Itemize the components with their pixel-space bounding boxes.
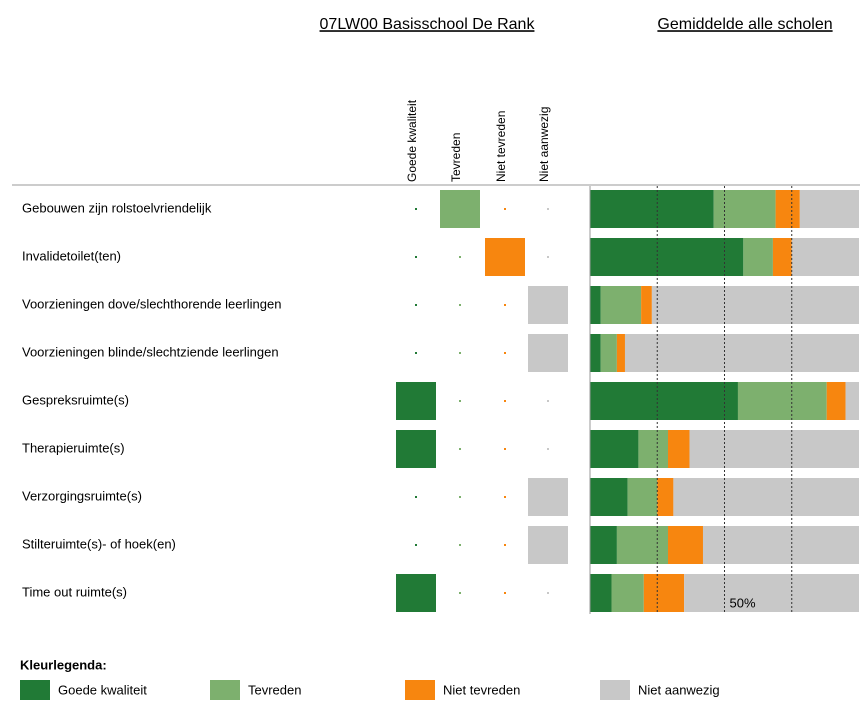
school-rating <box>528 478 568 516</box>
bar-segment <box>673 478 859 516</box>
legend-swatch <box>600 680 630 700</box>
bar-segment <box>600 334 617 372</box>
legend-swatch <box>20 680 50 700</box>
bar-segment <box>737 382 827 420</box>
school-dot <box>504 208 506 210</box>
school-dot <box>504 448 506 450</box>
bar-segment <box>627 478 658 516</box>
bar-segment <box>657 478 674 516</box>
row-label: Voorzieningen blinde/slechtziende leerli… <box>22 344 279 359</box>
row-label: Invalidetoilet(ten) <box>22 248 121 263</box>
row-label: Gespreksruimte(s) <box>22 392 129 407</box>
average-title: Gemiddelde alle scholen <box>657 16 832 33</box>
bar-segment <box>590 478 628 516</box>
school-dot <box>459 592 461 594</box>
bar-segment <box>668 430 690 468</box>
school-dot <box>459 352 461 354</box>
bar-segment <box>702 526 859 564</box>
school-title: 07LW00 Basisschool De Rank <box>320 16 536 33</box>
bar-segment <box>590 334 601 372</box>
x-tick-label: 50% <box>730 595 756 610</box>
school-dot <box>459 544 461 546</box>
school-rating <box>485 238 525 276</box>
column-header: Tevreden <box>449 133 463 182</box>
school-dot <box>415 256 417 258</box>
bar-segment <box>684 574 859 612</box>
school-dot <box>415 208 417 210</box>
bar-segment <box>590 190 714 228</box>
school-dot <box>504 352 506 354</box>
legend-title: Kleurlegenda: <box>20 657 107 672</box>
bar-segment <box>791 238 859 276</box>
bar-segment <box>590 430 639 468</box>
bar-segment <box>668 526 703 564</box>
school-dot <box>415 544 417 546</box>
school-rating <box>396 574 436 612</box>
school-dot <box>415 352 417 354</box>
row-label: Verzorgingsruimte(s) <box>22 488 142 503</box>
column-header: Niet aanwezig <box>537 107 551 182</box>
row-label: Therapieruimte(s) <box>22 440 125 455</box>
school-rating <box>440 190 480 228</box>
school-dot <box>459 496 461 498</box>
school-dot <box>415 496 417 498</box>
bar-segment <box>590 238 744 276</box>
column-header: Goede kwaliteit <box>405 99 419 182</box>
bar-segment <box>772 238 792 276</box>
bar-segment <box>641 286 652 324</box>
bar-segment <box>616 526 669 564</box>
school-dot <box>547 592 549 594</box>
school-dot <box>459 256 461 258</box>
bar-segment <box>743 238 773 276</box>
school-rating <box>396 382 436 420</box>
bar-segment <box>689 430 859 468</box>
bar-segment <box>590 382 738 420</box>
bar-segment <box>590 574 612 612</box>
school-dot <box>459 304 461 306</box>
school-dot <box>504 304 506 306</box>
column-header: Niet tevreden <box>494 111 508 182</box>
legend-label: Niet tevreden <box>443 682 520 697</box>
school-rating <box>528 286 568 324</box>
bar-segment <box>643 574 685 612</box>
legend-label: Tevreden <box>248 682 301 697</box>
school-dot <box>459 400 461 402</box>
bar-segment <box>611 574 644 612</box>
school-dot <box>504 592 506 594</box>
row-label: Gebouwen zijn rolstoelvriendelijk <box>22 200 212 215</box>
school-dot <box>547 400 549 402</box>
bar-segment <box>600 286 642 324</box>
bar-segment <box>624 334 859 372</box>
bar-segment <box>845 382 859 420</box>
school-dot <box>504 496 506 498</box>
bar-segment <box>638 430 669 468</box>
school-rating <box>528 334 568 372</box>
legend-label: Goede kwaliteit <box>58 682 147 697</box>
school-dot <box>459 448 461 450</box>
bar-segment <box>616 334 625 372</box>
legend-swatch <box>405 680 435 700</box>
bar-segment <box>799 190 859 228</box>
legend-swatch <box>210 680 240 700</box>
bar-segment <box>651 286 859 324</box>
legend-label: Niet aanwezig <box>638 682 720 697</box>
bar-segment <box>590 526 617 564</box>
bar-segment <box>826 382 846 420</box>
school-dot <box>547 256 549 258</box>
school-dot <box>504 400 506 402</box>
school-dot <box>547 448 549 450</box>
row-label: Voorzieningen dove/slechthorende leerlin… <box>22 296 281 311</box>
school-dot <box>547 208 549 210</box>
school-dot <box>504 544 506 546</box>
row-label: Stilteruimte(s)- of hoek(en) <box>22 536 176 551</box>
bar-segment <box>590 286 601 324</box>
bar-segment <box>775 190 800 228</box>
school-rating <box>396 430 436 468</box>
row-label: Time out ruimte(s) <box>22 584 127 599</box>
school-dot <box>415 304 417 306</box>
bar-segment <box>713 190 776 228</box>
school-rating <box>528 526 568 564</box>
